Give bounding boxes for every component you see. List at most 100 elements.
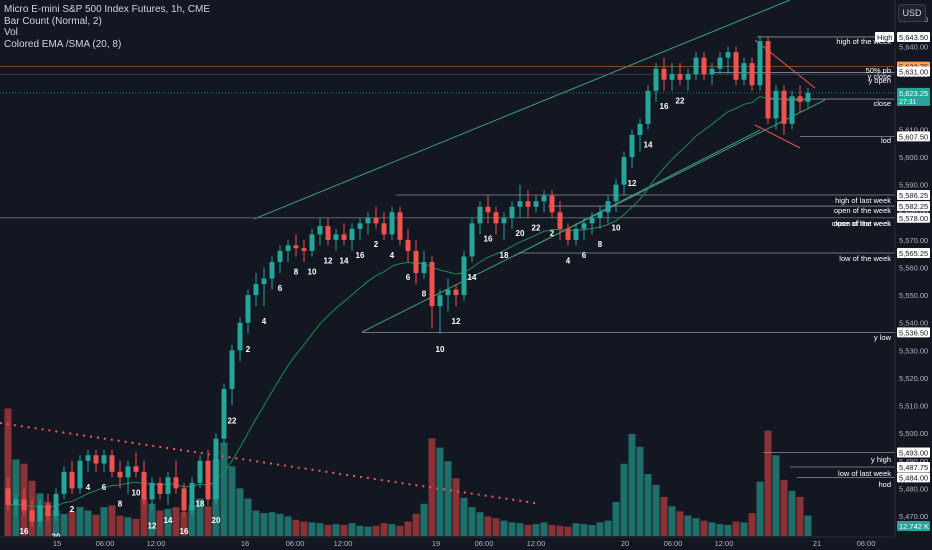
candle[interactable] xyxy=(365,212,371,235)
candle[interactable] xyxy=(701,52,707,80)
legend-symbol-title[interactable]: Micro E-mini S&P 500 Index Futures, 1h, … xyxy=(4,4,211,15)
candle[interactable] xyxy=(581,217,587,240)
candle[interactable] xyxy=(237,317,243,362)
candle[interactable] xyxy=(573,223,579,246)
candle[interactable] xyxy=(645,85,651,130)
candle[interactable] xyxy=(685,68,691,91)
candle[interactable] xyxy=(781,85,787,135)
candle[interactable] xyxy=(349,223,355,251)
candle[interactable] xyxy=(189,477,195,516)
candle[interactable] xyxy=(597,206,603,229)
candle[interactable] xyxy=(53,488,59,522)
candle[interactable] xyxy=(517,184,523,218)
candle[interactable] xyxy=(149,477,155,511)
candle[interactable] xyxy=(773,85,779,130)
candle[interactable] xyxy=(525,190,531,218)
candle[interactable] xyxy=(61,466,67,500)
candle[interactable] xyxy=(205,449,211,505)
candle[interactable] xyxy=(109,449,115,478)
candle[interactable] xyxy=(709,63,715,86)
legend-bar-count[interactable]: Bar Count (Normal, 2) xyxy=(4,15,102,27)
candle[interactable] xyxy=(181,482,187,516)
candle[interactable] xyxy=(669,63,675,91)
candle[interactable] xyxy=(245,289,251,334)
candle[interactable] xyxy=(693,52,699,80)
candle[interactable] xyxy=(229,344,235,406)
candle[interactable] xyxy=(85,449,91,472)
candle[interactable] xyxy=(285,239,291,262)
candle[interactable] xyxy=(69,460,75,494)
candle[interactable] xyxy=(613,179,619,213)
candle[interactable] xyxy=(77,455,83,494)
price-badge[interactable]: 5,484.00 xyxy=(897,472,930,483)
trend-line[interactable] xyxy=(513,129,761,257)
candle[interactable] xyxy=(421,250,427,279)
candle[interactable] xyxy=(309,228,315,257)
candle[interactable] xyxy=(429,256,435,329)
candle[interactable] xyxy=(725,46,731,75)
candle[interactable] xyxy=(213,433,219,505)
price-badge[interactable]: 5,631.00 xyxy=(897,66,930,77)
candle[interactable] xyxy=(629,129,635,169)
candle[interactable] xyxy=(373,206,379,229)
candle[interactable] xyxy=(765,36,771,124)
candle[interactable] xyxy=(269,256,275,290)
descending-line[interactable] xyxy=(754,39,816,89)
candle[interactable] xyxy=(45,493,51,522)
candle[interactable] xyxy=(549,190,555,218)
candle[interactable] xyxy=(325,217,331,246)
candle[interactable] xyxy=(509,201,515,229)
price-badge[interactable]: 5,493.00 xyxy=(897,447,930,458)
candle[interactable] xyxy=(117,460,123,489)
time-axis[interactable] xyxy=(0,537,932,550)
candle[interactable] xyxy=(469,217,475,262)
legend-volume[interactable]: Vol xyxy=(4,27,18,38)
candle[interactable] xyxy=(589,212,595,235)
candle[interactable] xyxy=(485,195,491,224)
candle[interactable] xyxy=(317,217,323,246)
candle[interactable] xyxy=(357,217,363,240)
candle[interactable] xyxy=(541,190,547,213)
candle[interactable] xyxy=(141,460,147,505)
candle[interactable] xyxy=(253,273,259,307)
candle[interactable] xyxy=(477,201,483,235)
descending-line-lower[interactable] xyxy=(754,124,801,149)
candle[interactable] xyxy=(173,460,179,494)
candle[interactable] xyxy=(501,212,507,240)
candle[interactable] xyxy=(621,151,627,196)
candle[interactable] xyxy=(21,488,27,516)
candle[interactable] xyxy=(557,201,563,240)
candle[interactable] xyxy=(653,63,659,102)
price-badge[interactable]: 5,582.25 xyxy=(897,201,930,212)
currency-button[interactable]: USD xyxy=(898,4,926,22)
candle[interactable] xyxy=(37,499,43,528)
candle[interactable] xyxy=(637,118,643,152)
candle[interactable] xyxy=(389,206,395,240)
channel-upper-line[interactable] xyxy=(253,0,791,220)
candle[interactable] xyxy=(333,228,339,251)
candle[interactable] xyxy=(565,223,571,246)
price-badge[interactable]: 5,578.00 xyxy=(897,212,930,223)
candle[interactable] xyxy=(133,452,139,478)
price-badge[interactable]: 12.742 K xyxy=(897,521,930,531)
price-badge[interactable]: 5,607.50 xyxy=(897,131,930,142)
candle[interactable] xyxy=(5,477,11,511)
candle[interactable] xyxy=(493,206,499,235)
candle[interactable] xyxy=(437,289,443,334)
candle[interactable] xyxy=(405,228,411,262)
candle[interactable] xyxy=(533,195,539,213)
candle[interactable] xyxy=(341,223,347,246)
candle[interactable] xyxy=(741,57,747,86)
candle[interactable] xyxy=(797,85,803,113)
candle[interactable] xyxy=(125,460,131,494)
candle[interactable] xyxy=(453,284,459,307)
candle[interactable] xyxy=(445,278,451,312)
candle[interactable] xyxy=(381,212,387,240)
candle[interactable] xyxy=(757,35,763,91)
candle[interactable] xyxy=(157,477,163,500)
channel-lower-line[interactable] xyxy=(361,99,826,333)
candle[interactable] xyxy=(789,90,795,130)
price-badge[interactable]: 5,643.50 High xyxy=(875,31,930,42)
